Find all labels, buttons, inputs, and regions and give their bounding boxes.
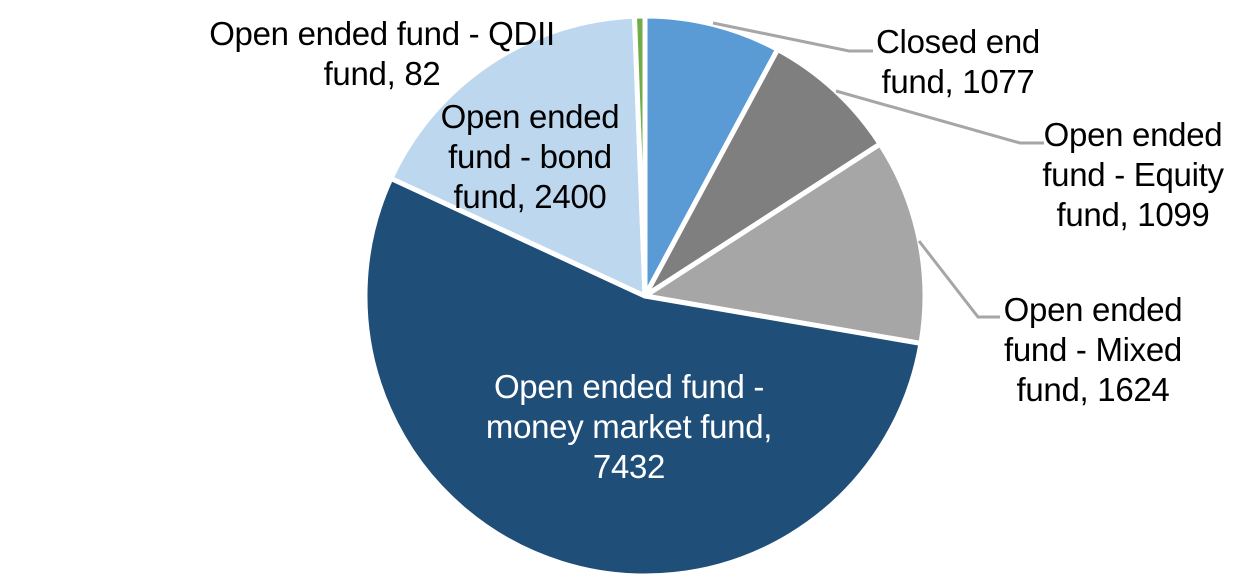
data-label-mixed-fund: Open ended fund - Mixed fund, 1624	[983, 290, 1203, 410]
data-label-closed-end-fund: Closed end fund, 1077	[858, 22, 1058, 102]
leader-line-equity-fund	[835, 89, 1044, 145]
data-label-line: fund, 82	[323, 55, 441, 92]
pie-slice-open-ended-fund-mixed-fund[interactable]	[642, 141, 928, 346]
data-label-line: fund, 1099	[1056, 196, 1210, 233]
pie-slices	[362, 13, 928, 579]
leader-line-closed-end-fund	[712, 21, 873, 53]
data-label-line: fund - bond	[448, 138, 612, 175]
data-label-money-market-fund: Open ended fund - money market fund, 743…	[479, 367, 779, 487]
data-label-line: fund, 1624	[1016, 371, 1170, 408]
data-label-line: fund - Equity	[1042, 156, 1224, 193]
pie-slice-open-ended-fund-bond-fund[interactable]	[388, 13, 648, 299]
data-label-line: Open ended	[1043, 116, 1223, 153]
data-label-line: Open ended	[1003, 291, 1183, 328]
pie-slice-open-ended-fund-money-market-fund[interactable]	[362, 175, 924, 579]
data-label-line: fund - Mixed	[1004, 331, 1182, 368]
data-label-bond-fund: Open ended fund - bond fund, 2400	[420, 97, 640, 217]
data-label-line: money market fund,	[485, 408, 773, 445]
data-label-line: Open ended fund -	[493, 368, 765, 405]
data-label-line: 7432	[592, 448, 666, 485]
leader-line-mixed-fund	[917, 240, 1000, 319]
data-label-line: Open ended fund - QDII	[209, 15, 555, 52]
data-label-line: Open ended	[440, 98, 620, 135]
pie-slice-open-ended-fund-qdii-fund[interactable]	[631, 13, 648, 299]
data-label-line: Closed end	[876, 23, 1040, 60]
data-label-line: fund, 2400	[453, 178, 607, 215]
pie-slice-open-ended-fund-equity-fund[interactable]	[642, 46, 883, 299]
data-label-equity-fund: Open ended fund - Equity fund, 1099	[1023, 115, 1243, 235]
data-label-line: fund, 1077	[881, 63, 1035, 100]
data-label-qdii-fund: Open ended fund - QDII fund, 82	[202, 14, 562, 94]
